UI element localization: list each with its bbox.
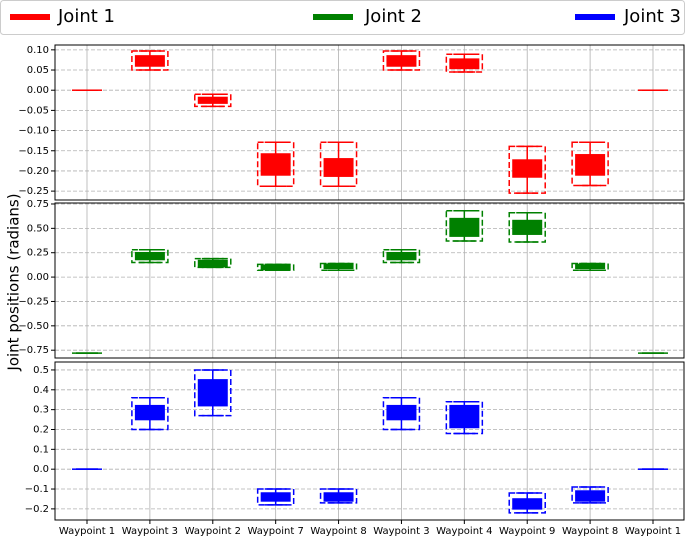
quartile-box <box>260 492 291 502</box>
y-tick-label: 0.50 <box>27 223 49 234</box>
y-tick-label: 0.0 <box>33 464 49 475</box>
range-box <box>194 257 232 269</box>
range-box <box>194 93 232 108</box>
range-box <box>131 396 169 431</box>
quartile-box <box>386 55 417 67</box>
range-box <box>508 145 546 194</box>
axes-frame <box>54 361 685 521</box>
y-tick-label: −0.15 <box>18 146 49 157</box>
y-tick-label: −0.75 <box>18 345 49 356</box>
range-box <box>256 263 295 272</box>
y-tick-label: 0.1 <box>33 444 49 455</box>
x-tick-label: Waypoint 3 <box>122 526 178 537</box>
quartile-box <box>197 96 228 104</box>
range-box <box>382 396 421 431</box>
quartile-box <box>72 352 102 354</box>
quartile-box <box>512 498 543 510</box>
x-tick-label: Waypoint 8 <box>562 526 618 537</box>
quartile-box <box>134 251 165 261</box>
range-box <box>571 141 609 187</box>
quartile-box <box>449 404 480 429</box>
y-tick-label: −0.10 <box>18 126 49 137</box>
quartile-box <box>72 468 102 470</box>
axes-frame <box>54 202 685 359</box>
range-box <box>508 211 546 243</box>
range-box <box>319 488 358 504</box>
range-box <box>382 249 421 264</box>
x-tick-label: Waypoint 3 <box>373 526 429 537</box>
x-tick-label: Waypoint 7 <box>247 526 303 537</box>
y-tick-label: 0.3 <box>33 405 49 416</box>
x-tick-label: Waypoint 2 <box>185 526 241 537</box>
legend-label: Joint 1 <box>57 6 115 27</box>
quartile-box <box>323 492 354 502</box>
y-tick-label: −0.05 <box>18 105 49 116</box>
y-tick-label: 0.75 <box>27 199 49 210</box>
range-box <box>256 141 295 188</box>
quartile-box <box>323 158 354 177</box>
y-tick-label: −0.25 <box>18 296 49 307</box>
y-tick-label: 0.00 <box>27 85 49 96</box>
quartile-box <box>449 217 480 237</box>
quartile-box <box>575 263 606 270</box>
y-tick-label: −0.50 <box>18 321 49 332</box>
quartile-box <box>638 352 668 354</box>
axes-frame <box>54 44 685 201</box>
quartile-box <box>386 251 417 261</box>
quartile-box <box>575 154 606 176</box>
x-tick-label: Waypoint 8 <box>310 526 366 537</box>
x-tick-label: Waypoint 9 <box>499 526 555 537</box>
quartile-box <box>638 468 668 470</box>
range-box <box>194 369 232 417</box>
quartile-box <box>323 263 354 270</box>
range-box <box>508 492 546 514</box>
range-box <box>256 488 295 506</box>
range-box <box>571 262 609 272</box>
quartile-box <box>134 55 165 67</box>
x-tick-label: Waypoint 1 <box>625 526 681 537</box>
quartile-box <box>72 89 102 91</box>
y-tick-label: −0.2 <box>25 504 49 515</box>
y-tick-label: 0.25 <box>27 248 49 259</box>
quartile-box <box>512 219 543 235</box>
y-tick-label: −0.20 <box>18 166 49 177</box>
y-tick-label: 0.05 <box>27 65 49 76</box>
quartile-box <box>197 259 228 268</box>
quartile-box <box>638 89 668 91</box>
quartile-box <box>134 404 165 421</box>
quartile-box <box>575 490 606 502</box>
quartile-box <box>260 153 291 176</box>
x-tick-label: Waypoint 4 <box>436 526 492 537</box>
quartile-box <box>197 379 228 407</box>
range-box <box>445 400 484 435</box>
y-tick-label: −0.25 <box>18 186 49 197</box>
y-tick-label: 0.00 <box>27 272 49 283</box>
y-tick-label: 0.5 <box>33 365 49 376</box>
y-tick-label: 0.2 <box>33 424 49 435</box>
y-tick-label: 0.10 <box>27 45 49 56</box>
x-tick-label: Waypoint 1 <box>59 526 115 537</box>
legend-label: Joint 2 <box>364 6 422 27</box>
range-box <box>382 50 421 71</box>
range-box <box>319 141 358 188</box>
range-box <box>571 486 609 504</box>
range-box <box>445 210 484 242</box>
quartile-box <box>512 159 543 178</box>
quartile-box <box>386 404 417 421</box>
range-box <box>319 262 358 272</box>
y-tick-label: −0.1 <box>25 484 49 495</box>
legend-label: Joint 3 <box>623 6 681 27</box>
quartile-box <box>260 264 291 271</box>
range-box <box>131 50 169 71</box>
quartile-box <box>449 58 480 70</box>
range-box <box>131 249 169 264</box>
range-box <box>445 53 484 73</box>
y-tick-label: 0.4 <box>33 385 49 396</box>
y-axis-label: Joint positions (radians) <box>5 193 23 371</box>
